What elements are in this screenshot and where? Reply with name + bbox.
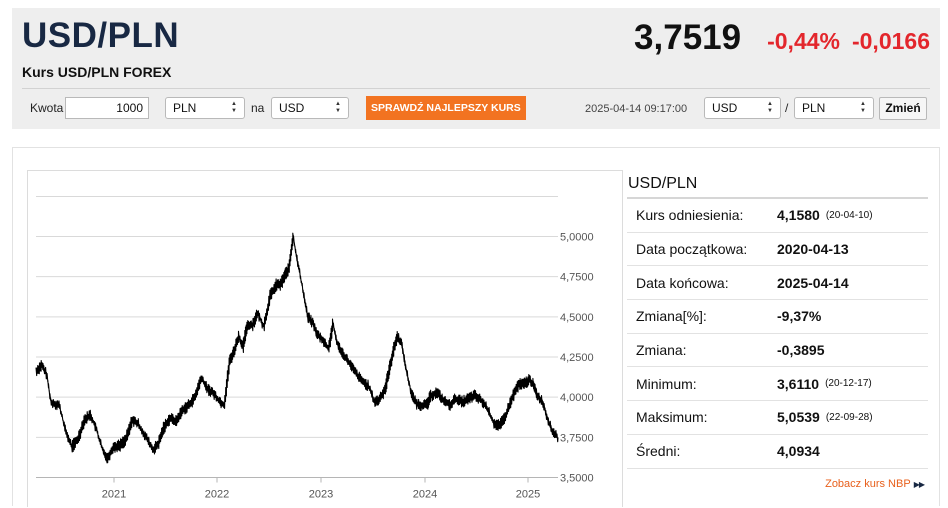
chart-grid — [36, 196, 558, 483]
change-pair-button[interactable]: Zmień — [879, 97, 927, 120]
page-title: USD/PLN — [22, 16, 180, 55]
select-arrows-icon: ▲ ▼ — [860, 101, 866, 114]
current-price: 3,7519 — [634, 18, 742, 57]
to-label: na — [251, 101, 265, 115]
stats-panel: USD/PLN Kurs odniesienia: 4,1580 (20-04-… — [627, 170, 928, 469]
stat-label: Maksimum: — [636, 409, 708, 426]
select-arrows-icon: ▲ ▼ — [335, 101, 341, 114]
stat-value: 4,0934 — [777, 443, 820, 460]
change-percent: -0,44% — [767, 28, 840, 54]
y-tick-label: 4,7500 — [560, 272, 594, 284]
y-tick-label: 4,0000 — [560, 392, 594, 404]
base-currency-value: USD — [712, 101, 738, 115]
quote-summary: 3,7519 -0,44% -0,0166 — [634, 18, 930, 58]
stat-value: 2020-04-13 — [777, 241, 849, 258]
to-currency-value: USD — [279, 101, 305, 115]
quote-header: USD/PLN Kurs USD/PLN FOREX 3,7519 -0,44%… — [12, 8, 940, 129]
stat-value: -0,3895 — [777, 342, 825, 359]
stat-row-end-date: Data końcowa: 2025-04-14 — [627, 266, 928, 301]
y-tick-label: 4,5000 — [560, 312, 594, 324]
y-tick-label: 4,2500 — [560, 352, 594, 364]
chart-series — [35, 232, 559, 464]
select-arrows-icon: ▲ ▼ — [767, 101, 773, 114]
nbp-rate-link[interactable]: Zobacz kurs NBP ▶▶ — [825, 478, 925, 490]
select-arrows-icon: ▲ ▼ — [231, 101, 237, 114]
x-tick-label: 2022 — [205, 489, 229, 501]
quote-currency-select[interactable]: PLN ▲ ▼ — [794, 97, 874, 119]
stat-row-change: Zmiana: -0,3895 — [627, 334, 928, 368]
base-currency-select[interactable]: USD ▲ ▼ — [704, 97, 781, 119]
from-currency-value: PLN — [173, 101, 197, 115]
stat-value: 5,0539 — [777, 409, 820, 426]
stat-row-average: Średni: 4,0934 — [627, 435, 928, 469]
stat-row-maximum: Maksimum: 5,0539 (22-09-28) — [627, 401, 928, 435]
stat-label: Data początkowa: — [636, 241, 748, 258]
amount-input[interactable]: 1000 — [65, 97, 149, 119]
to-currency-select[interactable]: USD ▲ ▼ — [271, 97, 349, 119]
y-tick-label: 3,7500 — [560, 432, 594, 444]
x-tick-label: 2023 — [309, 489, 333, 501]
y-tick-label: 5,0000 — [560, 232, 594, 244]
stats-table: Kurs odniesienia: 4,1580 (20-04-10) Data… — [627, 199, 928, 469]
stat-label: Data końcowa: — [636, 274, 729, 291]
stat-label: Kurs odniesienia: — [636, 207, 744, 224]
quote-currency-value: PLN — [802, 101, 826, 115]
stat-row-reference: Kurs odniesienia: 4,1580 (20-04-10) — [627, 199, 928, 233]
main-panel: 5,0000 4,7500 4,5000 4,2500 4,0000 3,7500 3,50… — [12, 147, 940, 507]
stat-label: Średni: — [636, 443, 681, 460]
nbp-link-label: Zobacz kurs NBP — [825, 478, 911, 490]
page-subtitle: Kurs USD/PLN FOREX — [22, 64, 172, 80]
stat-row-start-date: Data początkowa: 2020-04-13 — [627, 233, 928, 267]
stat-label: Minimum: — [636, 375, 697, 392]
price-chart[interactable]: 5,0000 4,7500 4,5000 4,2500 4,0000 3,7500 3,50… — [27, 170, 623, 507]
check-best-rate-button[interactable]: SPRAWDŹ NAJLEPSZY KURS — [366, 96, 526, 120]
stat-value: 2025-04-14 — [777, 274, 849, 291]
chart-canvas: 5,0000 4,7500 4,5000 4,2500 4,0000 3,7500 3,50… — [35, 196, 594, 501]
header-divider — [22, 88, 930, 89]
y-axis-labels: 5,0000 4,7500 4,5000 4,2500 4,0000 3,7500 3,50… — [560, 232, 594, 485]
x-tick-label: 2021 — [102, 489, 126, 501]
change-absolute: -0,0166 — [851, 28, 930, 54]
stat-row-change-pct: Zmiana[%]: -9,37% — [627, 300, 928, 334]
stat-label: Zmiana[%]: — [636, 308, 707, 325]
stat-value: 4,1580 — [777, 207, 820, 224]
stat-value: 3,6110 — [777, 375, 820, 392]
x-axis-labels: 2021 2022 2023 2024 2025 — [102, 489, 540, 501]
from-currency-select[interactable]: PLN ▲ ▼ — [165, 97, 245, 119]
stat-date: (22-09-28) — [825, 411, 873, 423]
stat-label: Zmiana: — [636, 342, 687, 359]
amount-label: Kwota — [30, 101, 64, 115]
y-tick-label: 3,5000 — [560, 473, 594, 485]
series-line — [35, 232, 559, 464]
x-tick-label: 2025 — [516, 489, 540, 501]
converter-toolbar: Kwota 1000 PLN ▲ ▼ na USD ▲ ▼ SPRAWDŹ NAJL… — [12, 96, 940, 122]
stat-date: (20-04-10) — [825, 209, 873, 221]
pair-slash: / — [785, 101, 789, 115]
x-tick-label: 2024 — [413, 489, 437, 501]
stats-title: USD/PLN — [627, 170, 928, 199]
stat-value: -9,37% — [777, 308, 822, 325]
quote-timestamp: 2025-04-14 09:17:00 — [585, 103, 688, 115]
stat-row-minimum: Minimum: 3,6110 (20-12-17) — [627, 367, 928, 402]
double-arrow-right-icon: ▶▶ — [913, 480, 925, 489]
stat-date: (20-12-17) — [825, 378, 872, 390]
